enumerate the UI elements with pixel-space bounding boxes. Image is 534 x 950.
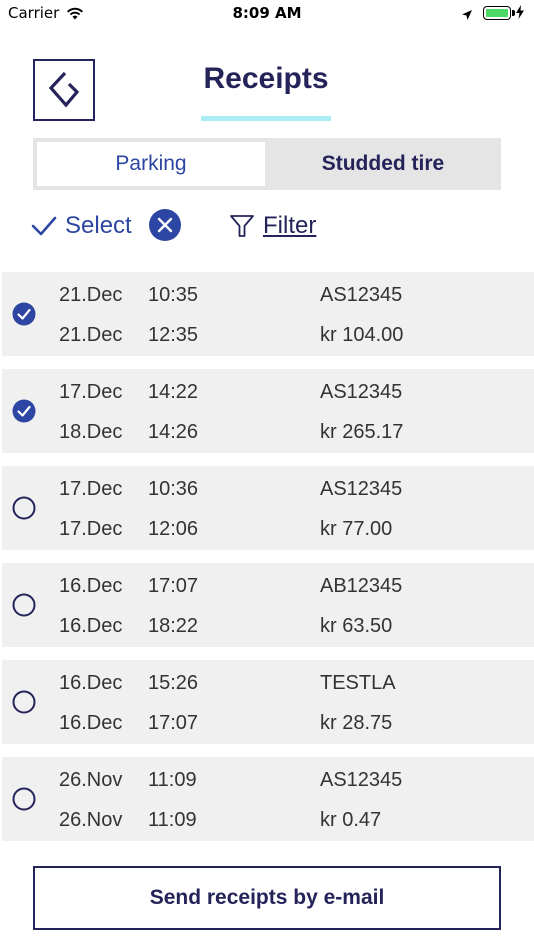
logo-mark-icon xyxy=(48,71,80,108)
unchecked-icon[interactable] xyxy=(12,787,36,811)
end-date: 16.Dec xyxy=(59,712,123,734)
start-time: 11:09 xyxy=(148,769,197,791)
start-time: 10:36 xyxy=(148,478,199,500)
select-button[interactable]: Select xyxy=(31,208,132,244)
receipt-type-switch: Parking Studded tire xyxy=(33,138,501,190)
start-date: 21.Dec xyxy=(59,284,123,306)
charging-icon xyxy=(516,5,524,23)
license-plate: AS12345 xyxy=(320,478,403,500)
unchecked-icon[interactable] xyxy=(12,593,36,617)
end-date: 18.Dec xyxy=(59,421,123,443)
filter-button[interactable]: Filter xyxy=(229,208,316,244)
receipt-row[interactable]: 16.Dec 15:26 TESTLA 16.Dec 17:07 kr 28.7… xyxy=(2,660,534,744)
unchecked-icon[interactable] xyxy=(12,496,36,520)
end-time: 12:06 xyxy=(148,518,199,540)
receipt-row[interactable]: 17.Dec 10:36 AS12345 17.Dec 12:06 kr 77.… xyxy=(2,466,534,550)
end-date: 17.Dec xyxy=(59,518,123,540)
close-icon xyxy=(157,217,173,233)
end-time: 12:35 xyxy=(148,324,199,346)
start-date: 17.Dec xyxy=(59,478,123,500)
amount: kr 104.00 xyxy=(320,324,404,346)
unchecked-icon[interactable] xyxy=(12,690,36,714)
end-date: 26.Nov xyxy=(59,809,123,831)
checkmark-icon xyxy=(31,216,57,236)
start-time: 14:22 xyxy=(148,381,199,403)
start-date: 16.Dec xyxy=(59,575,123,597)
send-receipts-button[interactable]: Send receipts by e-mail xyxy=(33,866,501,930)
receipt-row[interactable]: 26.Nov 11:09 AS12345 26.Nov 11:09 kr 0.4… xyxy=(2,757,534,841)
wifi-icon xyxy=(66,6,84,24)
battery-icon xyxy=(483,6,515,20)
location-icon xyxy=(461,7,473,25)
amount: kr 63.50 xyxy=(320,615,393,637)
amount: kr 77.00 xyxy=(320,518,393,540)
clear-selection-button[interactable] xyxy=(149,209,181,241)
tab-studded-tire[interactable]: Studded tire xyxy=(321,152,445,175)
license-plate: AS12345 xyxy=(320,769,403,791)
license-plate: AB12345 xyxy=(320,575,403,597)
toolbar: Select Filter xyxy=(0,200,534,250)
checked-icon[interactable] xyxy=(12,399,36,423)
end-time: 17:07 xyxy=(148,712,199,734)
license-plate: AS12345 xyxy=(320,284,403,306)
funnel-icon xyxy=(230,215,254,237)
end-time: 14:26 xyxy=(148,421,199,443)
carrier-label: Carrier xyxy=(8,4,60,22)
start-time: 17:07 xyxy=(148,575,199,597)
select-label: Select xyxy=(65,212,132,239)
start-time: 10:35 xyxy=(148,284,199,306)
end-date: 16.Dec xyxy=(59,615,123,637)
end-date: 21.Dec xyxy=(59,324,123,346)
end-time: 11:09 xyxy=(148,809,197,831)
receipt-row[interactable]: 17.Dec 14:22 AS12345 18.Dec 14:26 kr 265… xyxy=(2,369,534,453)
tab-parking[interactable]: Parking xyxy=(37,142,265,186)
amount: kr 28.75 xyxy=(320,712,393,734)
checked-icon[interactable] xyxy=(12,302,36,326)
amount: kr 265.17 xyxy=(320,421,404,443)
start-date: 17.Dec xyxy=(59,381,123,403)
end-time: 18:22 xyxy=(148,615,199,637)
start-date: 26.Nov xyxy=(59,769,123,791)
receipt-row[interactable]: 21.Dec 10:35 AS12345 21.Dec 12:35 kr 104… xyxy=(2,272,534,356)
filter-label: Filter xyxy=(263,212,317,239)
app-logo[interactable] xyxy=(33,59,95,121)
start-date: 16.Dec xyxy=(59,672,123,694)
start-time: 15:26 xyxy=(148,672,199,694)
receipt-row[interactable]: 16.Dec 17:07 AB12345 16.Dec 18:22 kr 63.… xyxy=(2,563,534,647)
license-plate: TESTLA xyxy=(320,672,396,694)
amount: kr 0.47 xyxy=(320,809,382,831)
page-title: Receipts xyxy=(203,62,329,95)
license-plate: AS12345 xyxy=(320,381,403,403)
status-bar: Carrier 8:09 AM xyxy=(0,0,534,28)
title-underline xyxy=(201,116,331,121)
clock: 8:09 AM xyxy=(232,4,302,22)
